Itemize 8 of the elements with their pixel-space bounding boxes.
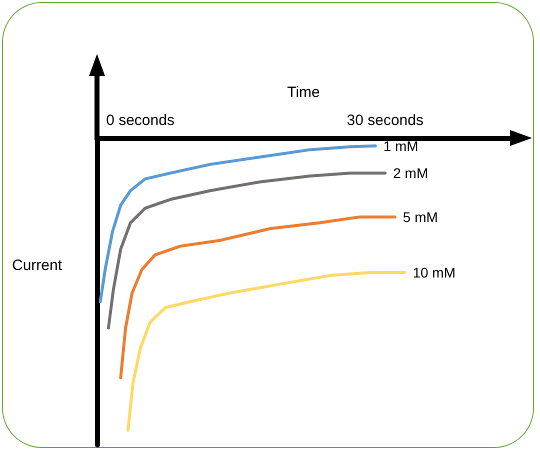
x-tick-label: 30 seconds [346,112,424,129]
series-label: 5 mM [402,208,438,225]
series-label: 10 mM [412,264,456,280]
series-label: 2 mM [393,165,428,182]
x-tick-label: 0 seconds [106,112,174,129]
x-axis-title: Time [287,84,320,101]
series-label: 1 mM [383,138,418,154]
y-axis-title: Current [12,257,63,274]
